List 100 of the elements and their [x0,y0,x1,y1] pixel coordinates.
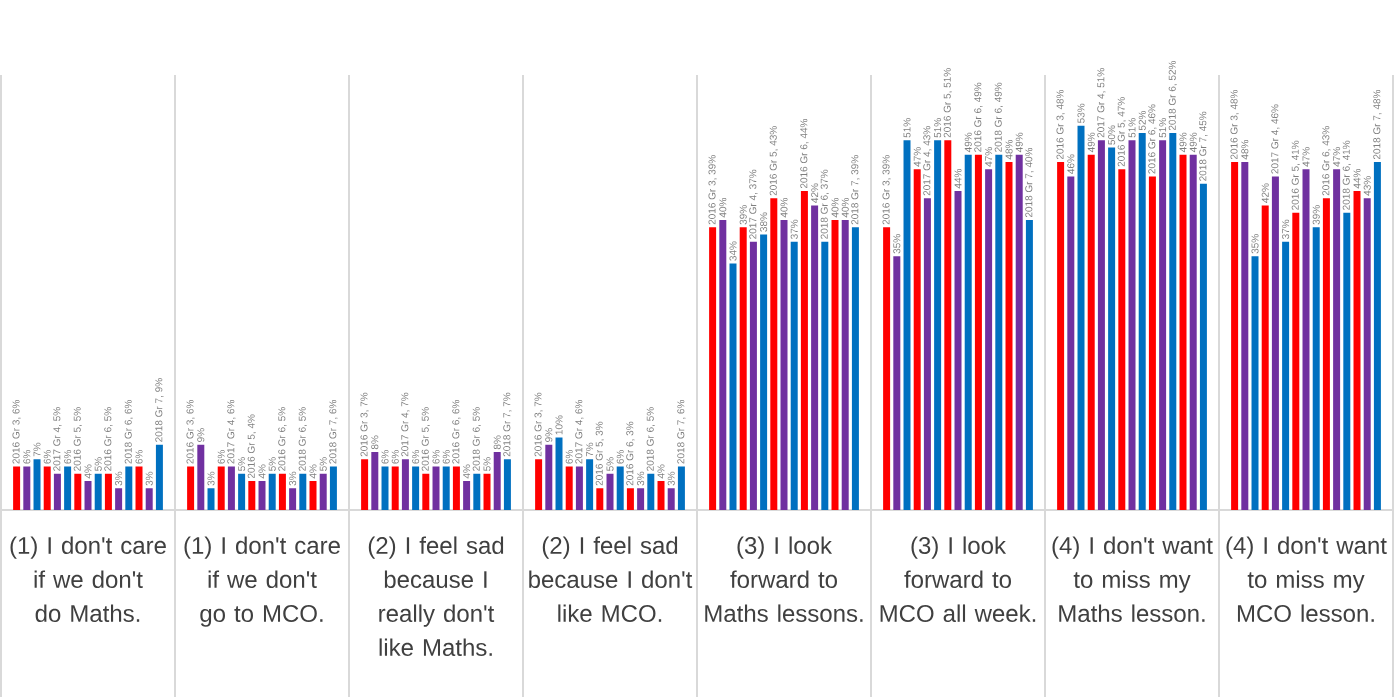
bar [329,466,337,510]
bar [596,488,604,510]
bar [851,227,859,510]
bar [667,488,675,510]
bar [637,488,645,510]
data-label: 4% [309,464,317,479]
data-label: 37% [1282,219,1290,239]
data-label: 49% [1087,132,1095,153]
bar [289,488,297,510]
data-label: 3% [207,471,215,486]
data-label: 2016 Gr 3, 39% [708,155,717,225]
data-label: 2016 Gr 3, 6% [12,399,21,464]
bar [1271,176,1279,510]
data-label: 42% [1261,183,1269,203]
data-label: 3% [145,471,153,486]
data-label: 2017 Gr 4, 6% [575,399,584,464]
data-label: 51% [1159,118,1167,138]
bar [381,466,389,510]
bar [473,473,481,510]
bar [1251,256,1259,510]
data-label: 51% [934,118,942,138]
bar [575,466,583,510]
data-label: 2018 Gr 6, 6% [124,399,133,464]
data-label: 6% [565,450,573,464]
data-label: 6% [616,450,624,464]
data-label: 47% [1302,147,1310,167]
bar [207,488,215,510]
bar [626,488,634,510]
bar [503,459,511,510]
data-label: 2016 Gr 5, 41% [1291,140,1300,210]
bar [463,481,471,510]
data-label: 6% [135,450,143,464]
data-label: 2018 Gr 7, 40% [1025,147,1034,218]
data-label: 2016 Gr 6, 46% [1148,104,1157,174]
bar [535,459,543,510]
bar [555,437,563,510]
data-label: 6% [391,450,399,464]
bar [1169,133,1177,510]
data-label: 43% [1363,176,1371,196]
data-label: 7% [33,442,41,457]
bar [1322,198,1330,510]
data-label: 2016 Gr 6, 6% [452,399,461,464]
bar [1302,169,1310,510]
bar [903,140,911,510]
data-label: 3% [637,471,645,486]
bar [729,263,737,510]
data-label: 2017 Gr 4, 7% [401,392,410,457]
bar [565,466,573,510]
bar [432,466,440,510]
bar [1353,191,1361,510]
data-label: 2016 Gr 3, 7% [534,392,543,457]
data-label: 51% [903,118,911,138]
bar [1312,227,1320,510]
bar [299,473,307,510]
bar [1373,162,1381,510]
bar [1015,154,1023,510]
bar [197,444,205,510]
bar [677,466,685,510]
bar [53,473,61,510]
data-label: 6% [64,450,72,464]
data-label: 9% [545,428,553,442]
data-label: 44% [954,168,962,189]
data-label: 38% [760,212,768,232]
bar [749,241,757,510]
data-label: 5% [483,457,491,471]
bar [1292,212,1300,510]
data-label: 50% [1108,125,1116,145]
data-label: 6% [217,450,225,464]
data-label: 5% [319,457,327,471]
data-label: 10% [555,415,563,435]
bar [964,154,972,510]
bar [452,466,460,510]
bar [616,466,624,510]
bar [770,198,778,510]
data-label: 2016 Gr 6, 3% [626,421,635,486]
data-label: 2018 Gr 6, 5% [646,407,655,471]
data-label: 8% [493,435,501,450]
bar [780,220,788,510]
data-label: 53% [1077,103,1085,123]
data-label: 3% [115,471,123,486]
data-label: 2016 Gr 5, 4% [247,414,256,479]
data-label: 2016 Gr 3, 48% [1056,89,1065,160]
bar [84,481,92,510]
bar [586,459,594,510]
data-label: 51% [1128,118,1136,138]
data-label: 2016 Gr 5, 3% [595,421,604,486]
bar [841,220,849,510]
data-label: 2016 Gr 6, 44% [800,118,809,189]
bar [1333,169,1341,510]
data-label: 2017 Gr 4, 43% [923,126,932,196]
data-label: 44% [1353,168,1361,189]
bar [74,473,82,510]
bar [268,473,276,510]
bar [145,488,153,510]
data-label: 2016 Gr 3, 6% [186,399,195,464]
bar [657,481,665,510]
bar [821,241,829,510]
bar [1118,169,1126,510]
bar [412,466,420,510]
bar [831,220,839,510]
